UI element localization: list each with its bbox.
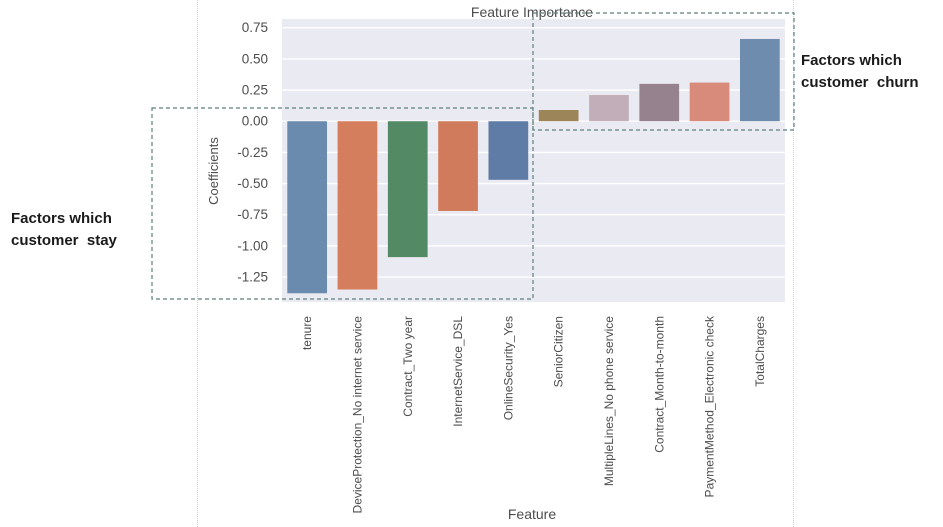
stay-factors-box	[151, 107, 534, 300]
bar	[639, 83, 680, 122]
x-tick-label: InternetService_DSL	[451, 316, 465, 427]
bar	[387, 121, 428, 258]
y-tick-label: 0.00	[242, 114, 268, 129]
guide-line-right	[793, 0, 794, 527]
y-tick-label: -0.50	[237, 176, 268, 191]
y-tick-label: -0.25	[237, 145, 268, 160]
y-tick-label: -1.25	[237, 270, 268, 285]
x-tick-label: TotalCharges	[753, 316, 767, 387]
x-axis-label: Feature	[508, 506, 556, 522]
annotation-churn-factors: Factors which customer churn	[801, 52, 919, 91]
x-tick-label: Contract_Month-to-month	[652, 316, 666, 453]
bar	[287, 121, 328, 294]
x-tick-label: SeniorCitizen	[552, 316, 566, 387]
x-tick-label: OnlineSecurity_Yes	[501, 316, 515, 420]
bar	[488, 121, 529, 180]
x-tick-label: tenure	[300, 316, 314, 350]
bar	[589, 95, 629, 122]
bar	[438, 121, 478, 211]
guide-line-left	[197, 0, 198, 527]
bar	[689, 82, 730, 122]
x-tick-label: DeviceProtection_No internet service	[350, 316, 364, 514]
y-tick-label: -1.00	[237, 238, 268, 253]
y-tick-label: -0.75	[237, 207, 268, 222]
x-tick-label: MultipleLines_No phone service	[602, 316, 616, 486]
x-tick-label: PaymentMethod_Electronic check	[703, 315, 717, 497]
y-axis-label: Coefficients	[206, 137, 221, 205]
bar	[337, 121, 378, 290]
y-tick-label: 0.75	[242, 20, 268, 35]
y-tick-label: 0.50	[242, 51, 268, 66]
y-tick-label: 0.25	[242, 83, 268, 98]
x-tick-label: Contract_Two year	[401, 316, 415, 417]
bar	[538, 110, 579, 122]
annotation-stay-factors: Factors which customer stay	[11, 210, 117, 249]
chart-title: Feature Importance	[471, 4, 593, 20]
bar	[739, 38, 780, 122]
